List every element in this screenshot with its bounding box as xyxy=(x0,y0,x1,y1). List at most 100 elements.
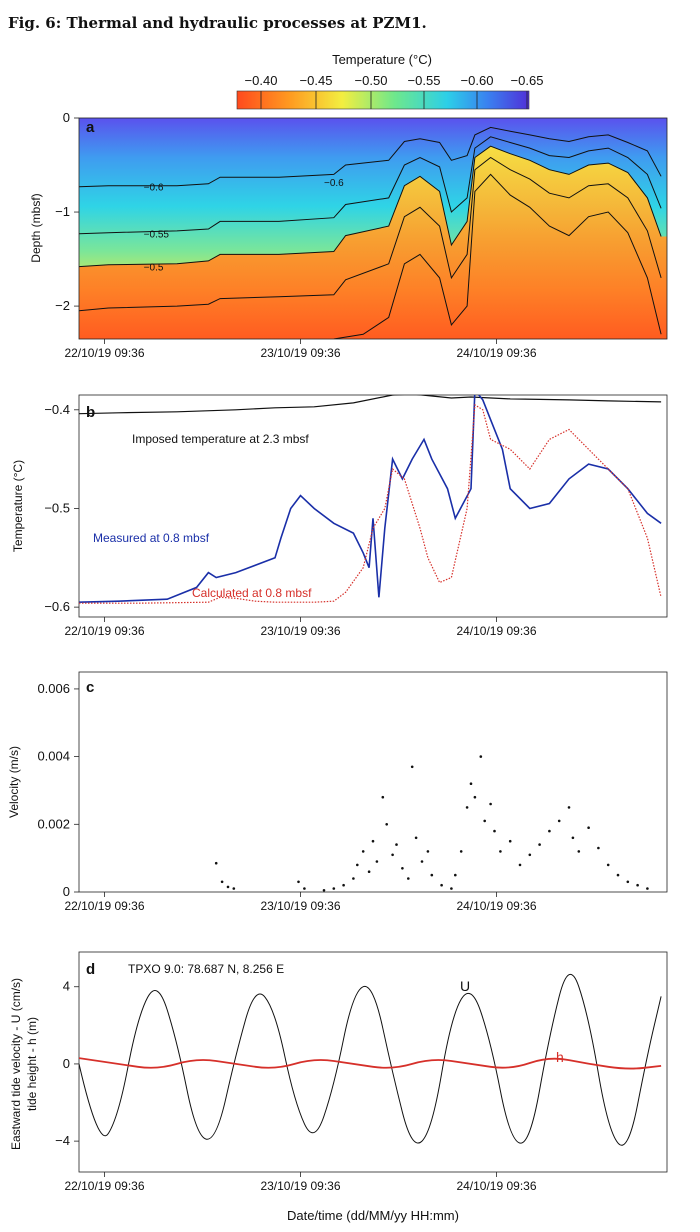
colorbar-tick-label: −0.55 xyxy=(408,73,441,88)
panel-d-ylabel-line1: Eastward tide velocity - U (cm/s) xyxy=(9,978,23,1150)
y-tick-label: −0.6 xyxy=(44,599,70,614)
velocity-point xyxy=(371,839,375,843)
panel-a-letter: a xyxy=(86,119,95,136)
x-tick-label: 22/10/19 09:36 xyxy=(64,1179,144,1193)
velocity-point xyxy=(410,765,414,769)
y-tick-label: 4 xyxy=(63,979,70,994)
panel-d-frame xyxy=(78,951,668,1173)
velocity-point xyxy=(465,806,469,809)
series-label-U: U xyxy=(460,978,470,994)
velocity-point xyxy=(395,843,398,846)
velocity-point xyxy=(567,806,571,809)
panel-c-ylabel: Velocity (m/s) xyxy=(7,746,21,818)
series-line-measured xyxy=(79,395,662,603)
velocity-point xyxy=(361,850,365,853)
velocity-point xyxy=(459,850,463,853)
panel-a-y-ticks: 0 −1 −2 xyxy=(55,110,79,313)
velocity-point xyxy=(401,867,404,870)
imposed-temp-label: Imposed temperature at 2.3 mbsf xyxy=(132,432,309,446)
colorbar-tick-label: −0.65 xyxy=(511,73,544,88)
contour-labels: −0.6 −0.55 −0.5 −0.6 xyxy=(144,178,344,274)
panel-b-x-ticks: 22/10/19 09:36 23/10/19 09:36 24/10/19 09:… xyxy=(64,617,537,638)
velocity-point xyxy=(577,850,581,853)
panel-a-heatmap: Temperature (°C) −0.40 −0.45 −0.50 −0.55 −0.… xyxy=(29,52,668,360)
velocity-point xyxy=(473,795,477,799)
velocity-point xyxy=(440,883,443,887)
velocity-point xyxy=(381,795,385,799)
velocity-point xyxy=(214,861,218,865)
series-line-U xyxy=(79,974,662,1146)
isotherm-contour xyxy=(79,126,662,188)
velocity-point xyxy=(430,873,434,877)
velocity-point xyxy=(548,829,551,833)
velocity-point xyxy=(407,877,410,880)
colorbar-tick-label: −0.40 xyxy=(245,73,278,88)
panel-c-letter: c xyxy=(86,679,94,696)
velocity-point xyxy=(414,836,418,840)
y-tick-label: 0 xyxy=(63,884,70,899)
velocity-point xyxy=(420,860,424,863)
x-tick-label: 23/10/19 09:36 xyxy=(260,899,340,913)
colorbar-label: Temperature (°C) xyxy=(332,52,432,67)
panel-c-points xyxy=(214,755,649,892)
x-tick-label: 24/10/19 09:36 xyxy=(456,1179,536,1193)
y-tick-label: 0 xyxy=(63,110,70,125)
velocity-point xyxy=(220,880,224,884)
panel-c-velocity: c Velocity (m/s) 0 0.002 0.004 0.006 22/10/… xyxy=(7,671,668,913)
velocity-point xyxy=(469,782,473,785)
velocity-point xyxy=(518,863,522,867)
x-axis-label: Date/time (dd/MM/yy HH:mm) xyxy=(287,1208,459,1223)
colorbar-tick-labels: −0.40 −0.45 −0.50 −0.55 −0.60 −0.65 xyxy=(245,73,544,88)
colorbar-tick-label: −0.45 xyxy=(300,73,333,88)
x-tick-label: 23/10/19 09:36 xyxy=(260,1179,340,1193)
velocity-point xyxy=(499,850,502,853)
x-tick-label: 22/10/19 09:36 xyxy=(64,899,144,913)
velocity-point xyxy=(587,826,590,829)
x-tick-label: 23/10/19 09:36 xyxy=(260,346,340,360)
y-tick-label: 0.004 xyxy=(37,749,70,764)
contour-label: −0.6 xyxy=(324,178,344,189)
velocity-point xyxy=(454,873,457,877)
panel-d-x-ticks: 22/10/19 09:36 23/10/19 09:36 24/10/19 09:… xyxy=(64,1172,537,1193)
panel-b-temperature: b Imposed temperature at 2.3 mbsf Measur… xyxy=(11,394,668,638)
velocity-point xyxy=(303,887,306,890)
panel-b-series xyxy=(79,395,662,604)
panel-b-ylabel: Temperature (°C) xyxy=(11,460,25,552)
isotherm-contours xyxy=(79,126,662,339)
y-tick-label: 0 xyxy=(63,1056,70,1071)
panel-b-frame xyxy=(78,394,668,618)
y-tick-label: −4 xyxy=(55,1133,70,1148)
panel-b-letter: b xyxy=(86,404,95,421)
panel-a-x-ticks: 22/10/19 09:36 23/10/19 09:36 24/10/19 09:… xyxy=(64,339,537,360)
velocity-point xyxy=(332,887,336,890)
velocity-point xyxy=(297,880,300,884)
colorbar-tick-marks xyxy=(260,91,528,109)
velocity-point xyxy=(538,843,541,846)
panel-a-frame xyxy=(78,117,668,340)
velocity-point xyxy=(342,883,345,887)
isotherm-contour xyxy=(79,136,662,235)
contour-label: −0.6 xyxy=(144,183,164,194)
velocity-point xyxy=(626,880,630,884)
panel-d-y-ticks: 4 0 −4 xyxy=(55,979,79,1148)
velocity-point xyxy=(597,846,600,850)
velocity-point xyxy=(646,887,649,890)
velocity-point xyxy=(375,860,379,863)
panel-d-series xyxy=(79,974,662,1146)
x-tick-label: 22/10/19 09:36 xyxy=(64,624,144,638)
tpxo-annotation: TPXO 9.0: 78.687 N, 8.256 E xyxy=(128,962,284,976)
velocity-point xyxy=(356,863,359,867)
velocity-point xyxy=(226,885,230,889)
panel-a-ylabel: Depth (mbsf) xyxy=(29,193,43,262)
velocity-point xyxy=(489,802,492,806)
y-tick-label: −1 xyxy=(55,204,70,219)
panel-c-y-ticks: 0 0.002 0.004 0.006 xyxy=(37,681,79,899)
x-tick-label: 24/10/19 09:36 xyxy=(456,346,536,360)
x-tick-label: 24/10/19 09:36 xyxy=(456,624,536,638)
series-label-h: h xyxy=(556,1049,564,1065)
colorbar-tick-label: −0.50 xyxy=(355,73,388,88)
colorbar xyxy=(236,90,530,110)
velocity-point xyxy=(483,819,487,823)
contour-label: −0.5 xyxy=(144,263,164,274)
